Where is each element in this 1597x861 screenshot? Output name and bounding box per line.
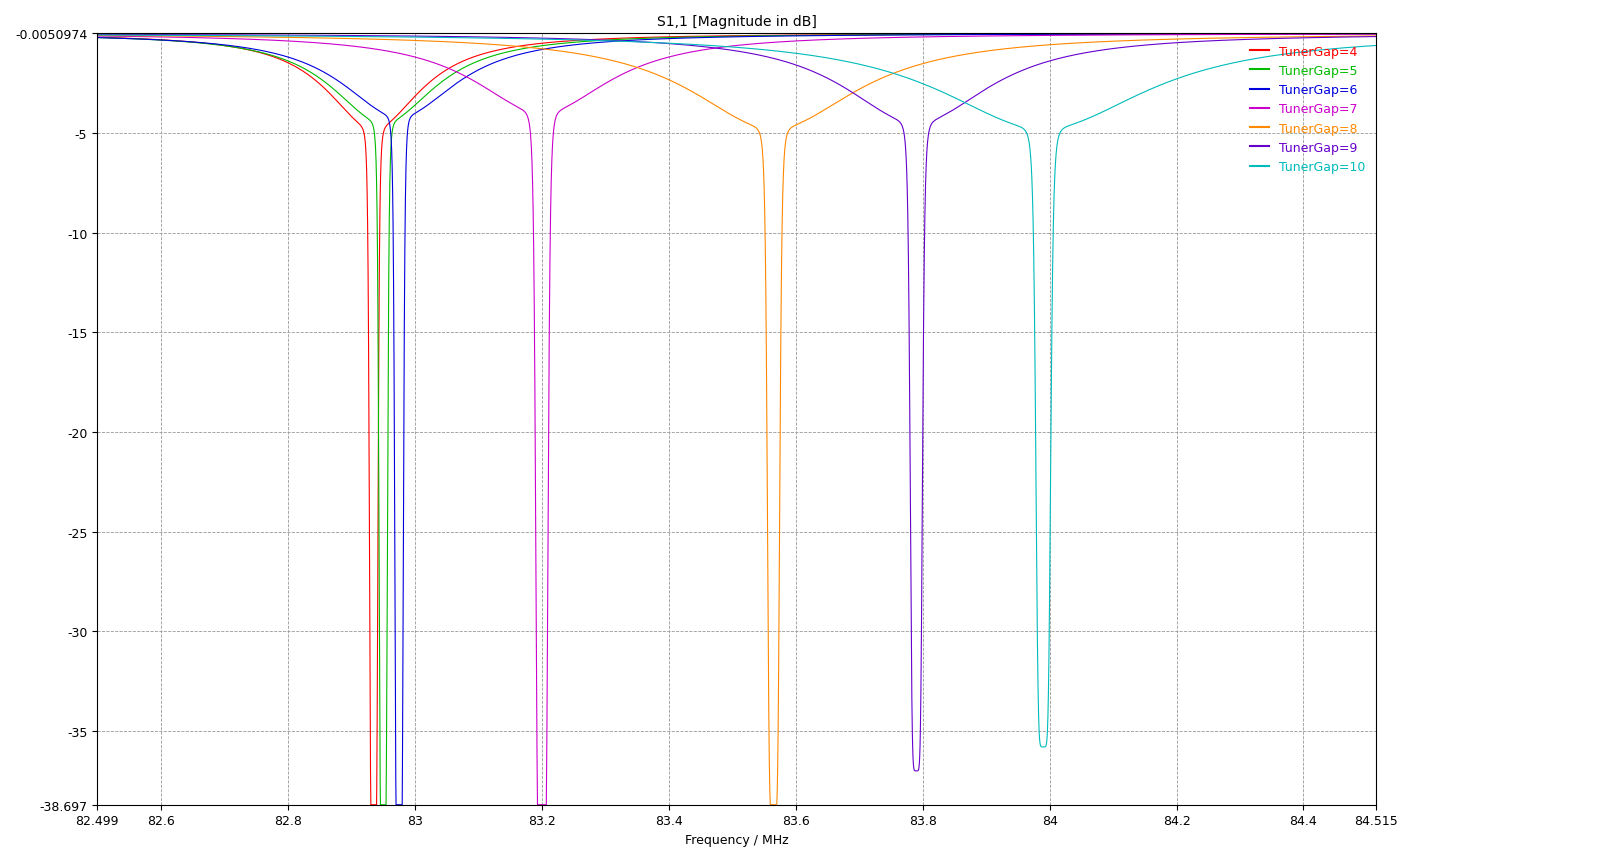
- TunerGap=4: [1048, 30, 1067, 40]
- TunerGap=7: [1367, 30, 1386, 40]
- TunerGap=4: [1126, 29, 1145, 40]
- TunerGap=9: [1175, 38, 1195, 48]
- TunerGap=10: [1033, 742, 1052, 753]
- TunerGap=8: [230, 33, 249, 43]
- TunerGap=4: [361, 800, 380, 810]
- TunerGap=7: [529, 800, 548, 810]
- TunerGap=8: [88, 31, 107, 41]
- TunerGap=4: [1367, 29, 1386, 40]
- TunerGap=5: [88, 34, 107, 44]
- TunerGap=5: [230, 44, 249, 54]
- TunerGap=9: [1048, 55, 1067, 65]
- TunerGap=8: [1048, 40, 1067, 50]
- TunerGap=6: [230, 42, 249, 53]
- TunerGap=7: [1126, 31, 1145, 41]
- TunerGap=5: [1220, 29, 1239, 40]
- Line: TunerGap=6: TunerGap=6: [97, 34, 1377, 805]
- Legend: TunerGap=4, TunerGap=5, TunerGap=6, TunerGap=7, TunerGap=8, TunerGap=9, TunerGap: TunerGap=4, TunerGap=5, TunerGap=6, Tune…: [1246, 40, 1370, 179]
- TunerGap=6: [88, 34, 107, 44]
- Line: TunerGap=10: TunerGap=10: [97, 36, 1377, 747]
- TunerGap=9: [1367, 33, 1386, 43]
- Line: TunerGap=5: TunerGap=5: [97, 34, 1377, 805]
- TunerGap=5: [1126, 30, 1145, 40]
- TunerGap=9: [1220, 36, 1239, 46]
- TunerGap=10: [1126, 91, 1145, 102]
- TunerGap=10: [1367, 41, 1386, 52]
- TunerGap=6: [1175, 30, 1195, 40]
- TunerGap=4: [497, 44, 516, 54]
- Line: TunerGap=8: TunerGap=8: [97, 36, 1377, 805]
- Title: S1,1 [Magnitude in dB]: S1,1 [Magnitude in dB]: [656, 15, 816, 29]
- TunerGap=4: [1220, 29, 1239, 40]
- TunerGap=7: [230, 34, 249, 45]
- TunerGap=5: [1048, 30, 1067, 40]
- TunerGap=8: [1220, 34, 1239, 44]
- TunerGap=8: [1175, 34, 1195, 45]
- Line: TunerGap=9: TunerGap=9: [97, 35, 1377, 771]
- TunerGap=6: [386, 800, 406, 810]
- Line: TunerGap=7: TunerGap=7: [97, 35, 1377, 805]
- TunerGap=4: [1175, 29, 1195, 40]
- TunerGap=9: [230, 31, 249, 41]
- TunerGap=5: [1367, 29, 1386, 40]
- TunerGap=6: [1048, 30, 1067, 40]
- TunerGap=6: [1220, 30, 1239, 40]
- TunerGap=6: [1126, 30, 1145, 40]
- TunerGap=6: [1367, 29, 1386, 40]
- TunerGap=8: [1367, 32, 1386, 42]
- TunerGap=5: [497, 48, 516, 59]
- TunerGap=10: [230, 32, 249, 42]
- TunerGap=7: [497, 96, 516, 107]
- TunerGap=5: [371, 800, 390, 810]
- TunerGap=9: [88, 30, 107, 40]
- Line: TunerGap=4: TunerGap=4: [97, 34, 1377, 805]
- TunerGap=8: [1126, 36, 1145, 46]
- TunerGap=9: [1126, 41, 1145, 52]
- TunerGap=8: [760, 800, 779, 810]
- TunerGap=10: [88, 31, 107, 41]
- TunerGap=7: [88, 32, 107, 42]
- TunerGap=7: [1048, 31, 1067, 41]
- X-axis label: Frequency / MHz: Frequency / MHz: [685, 833, 789, 846]
- TunerGap=10: [1175, 71, 1195, 82]
- TunerGap=7: [1175, 30, 1195, 40]
- TunerGap=7: [1220, 30, 1239, 40]
- TunerGap=10: [497, 34, 516, 45]
- TunerGap=9: [907, 765, 926, 776]
- TunerGap=8: [497, 41, 516, 52]
- TunerGap=10: [1048, 142, 1067, 152]
- TunerGap=9: [497, 34, 516, 44]
- TunerGap=5: [1175, 29, 1195, 40]
- TunerGap=4: [88, 33, 107, 43]
- TunerGap=6: [497, 54, 516, 65]
- TunerGap=10: [1220, 59, 1239, 70]
- TunerGap=4: [230, 44, 249, 54]
